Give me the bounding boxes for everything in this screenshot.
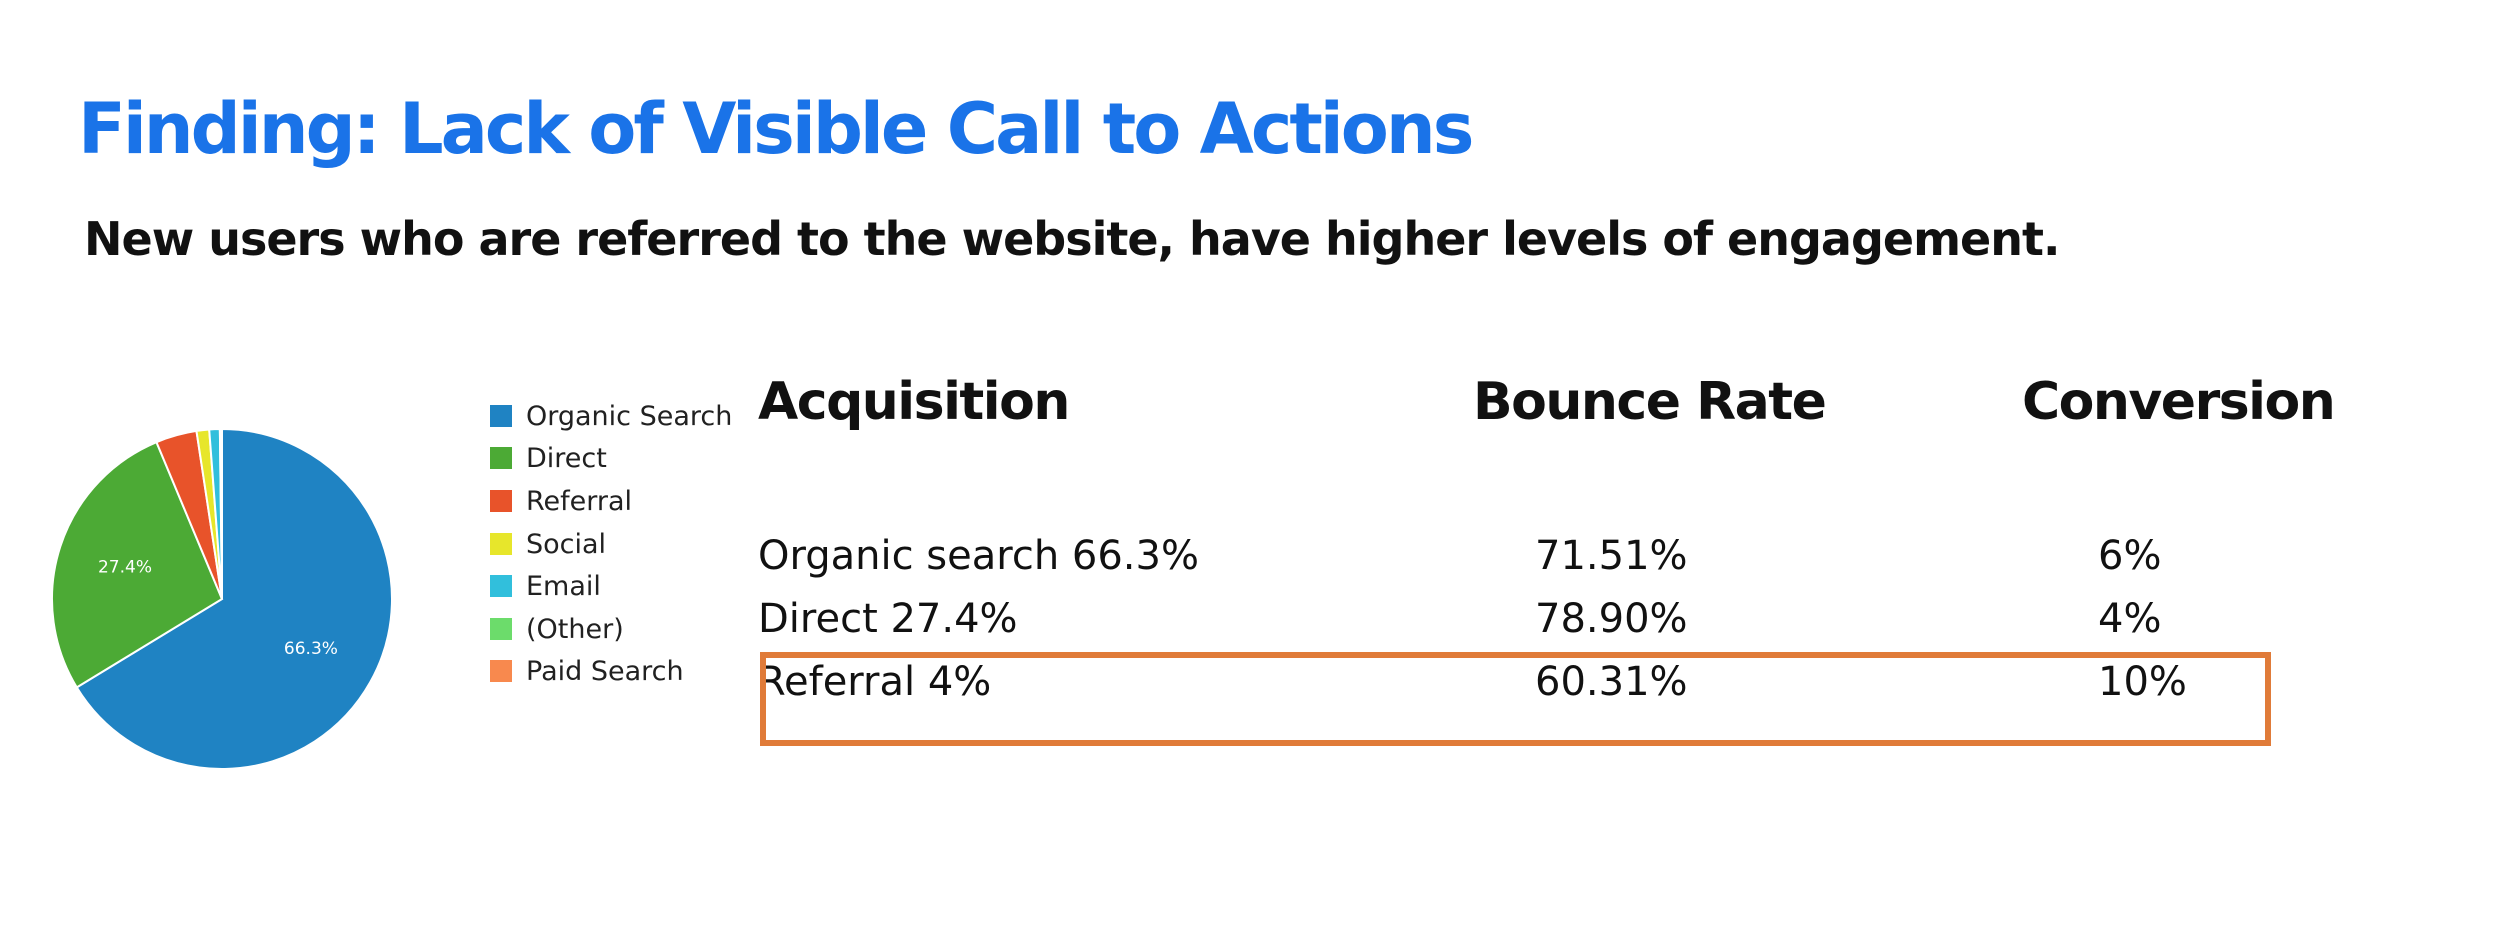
legend-item-paid-search: Paid Search xyxy=(490,650,684,692)
legend-label: (Other) xyxy=(526,613,624,645)
legend-item-other: (Other) xyxy=(490,608,624,650)
cell-bounce-direct: 78.90% xyxy=(1535,596,1688,642)
cell-acquisition-organic: Organic search 66.3% xyxy=(758,533,1199,579)
pie-data-label: 66.3% xyxy=(284,639,338,659)
legend-swatch xyxy=(490,533,512,555)
legend-label: Email xyxy=(526,570,601,602)
legend-item-referral: Referral xyxy=(490,480,632,522)
legend-swatch xyxy=(490,447,512,469)
slide-title: Finding: Lack of Visible Call to Actions xyxy=(78,88,1474,170)
legend-item-email: Email xyxy=(490,565,601,607)
legend-swatch xyxy=(490,575,512,597)
legend-swatch xyxy=(490,618,512,640)
pie-data-label: 27.4% xyxy=(98,557,152,577)
legend-label: Direct xyxy=(526,442,607,474)
legend-item-direct: Direct xyxy=(490,437,607,479)
cell-bounce-referral: 60.31% xyxy=(1535,659,1688,705)
header-conversion: Conversion xyxy=(2022,372,2336,432)
cell-bounce-organic: 71.51% xyxy=(1535,533,1688,579)
legend-label: Organic Search xyxy=(526,400,733,432)
pie-chart: 66.3% 27.4% xyxy=(51,427,393,770)
legend-item-social: Social xyxy=(490,523,606,565)
cell-conversion-direct: 4% xyxy=(2098,596,2162,642)
legend-swatch xyxy=(490,490,512,512)
cell-acquisition-referral: Referral 4% xyxy=(758,659,992,705)
referral-highlight-box xyxy=(760,652,2271,746)
legend-label: Paid Search xyxy=(526,655,684,687)
legend-label: Social xyxy=(526,528,607,560)
pie-slice-organic-search xyxy=(75,427,393,770)
cell-conversion-referral: 10% xyxy=(2098,659,2187,705)
slide-subtitle: New users who are referred to the websit… xyxy=(84,212,2060,266)
legend-swatch xyxy=(490,660,512,682)
legend-label: Referral xyxy=(526,485,633,517)
header-acquisition: Acquisition xyxy=(758,372,1070,432)
cell-conversion-organic: 6% xyxy=(2098,533,2162,579)
header-bounce-rate: Bounce Rate xyxy=(1473,372,1827,432)
cell-acquisition-direct: Direct 27.4% xyxy=(758,596,1018,642)
pie-slice-direct xyxy=(51,440,224,689)
legend-item-organic-search: Organic Search xyxy=(490,395,732,437)
legend-swatch xyxy=(490,405,512,427)
pie-slice-paid-search xyxy=(219,427,223,600)
